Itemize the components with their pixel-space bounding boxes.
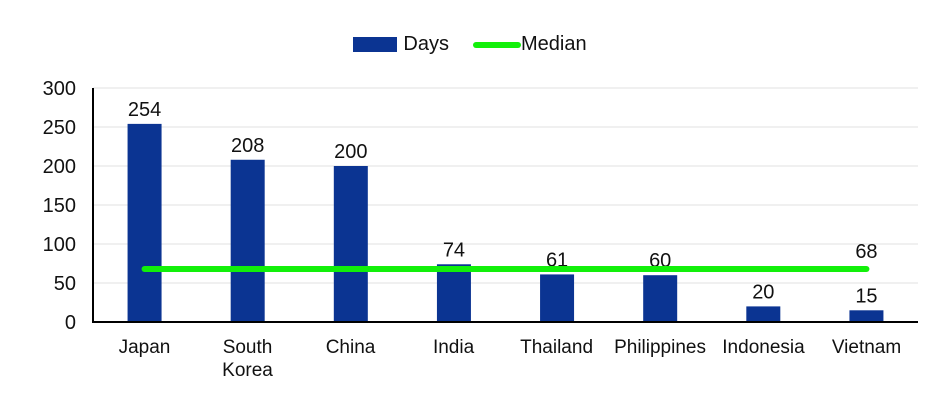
x-label-vietnam: Vietnam (831, 337, 902, 358)
bar-value-label-thailand: 61 (546, 249, 568, 271)
y-tick-label-300: 300 (43, 78, 76, 100)
bar-value-label-vietnam: 15 (855, 285, 877, 307)
bar-value-label-south-korea: 208 (231, 135, 264, 157)
bar-japan (127, 123, 162, 322)
legend-days-label: Days (403, 33, 449, 55)
x-label-south-korea: South Korea (222, 337, 273, 381)
x-label-indonesia: Indonesia (722, 337, 805, 358)
x-label-japan: Japan (118, 337, 171, 358)
y-tick-label-150: 150 (43, 195, 76, 217)
y-tick-label-0: 0 (65, 312, 76, 334)
y-tick-label-200: 200 (43, 156, 76, 178)
bar-value-label-india: 74 (443, 239, 465, 261)
legend-median-label: Median (520, 33, 587, 55)
bar-vietnam (849, 310, 884, 322)
x-axis-labels: Japan South Korea China India Thailand Philip… (93, 336, 918, 382)
y-tick-label-250: 250 (43, 117, 76, 139)
x-label-philippines: Philippines (614, 337, 706, 358)
x-label-thailand: Thailand (520, 337, 594, 358)
bar-philippines (643, 275, 678, 322)
bar-south-korea (230, 159, 265, 322)
bar-china (333, 166, 368, 322)
bar-value-label-china: 200 (334, 141, 367, 163)
legend-days-swatch (353, 37, 398, 52)
bar-thailand (540, 274, 575, 322)
legend-median-swatch (472, 41, 521, 48)
bar-indonesia (746, 306, 781, 322)
bar-india (436, 264, 471, 322)
y-tick-label-100: 100 (43, 234, 76, 256)
median-value-label: 68 (855, 241, 877, 263)
bar-value-label-japan: 254 (128, 99, 161, 121)
x-label-india: India (432, 337, 475, 358)
x-label-china: China (325, 337, 376, 358)
chart-legend: Days Median (0, 33, 940, 56)
y-tick-label-50: 50 (54, 273, 76, 295)
bar-value-label-indonesia: 20 (752, 281, 774, 303)
